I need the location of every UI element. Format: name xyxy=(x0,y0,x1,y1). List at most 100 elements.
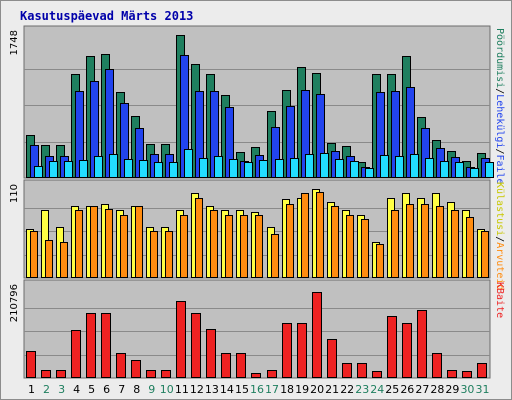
y-max-label: 1748 xyxy=(9,30,20,55)
bar-Arvuteid-day-13 xyxy=(210,210,218,278)
bar-KBaite-day-6 xyxy=(101,313,111,378)
x-tick-label: 25 xyxy=(385,383,399,396)
bar-Arvuteid-day-29 xyxy=(451,210,459,278)
x-tick-label: 1 xyxy=(28,383,35,396)
x-tick-label: 12 xyxy=(190,383,204,396)
x-tick-label: 30 xyxy=(460,383,474,396)
bar-Faile-day-11 xyxy=(184,149,193,178)
bar-KBaite-day-22 xyxy=(342,363,352,378)
x-tick-label: 5 xyxy=(88,383,95,396)
legend-separator: / xyxy=(494,148,505,154)
bar-Arvuteid-day-7 xyxy=(120,215,128,278)
bars xyxy=(26,35,494,178)
bar-Arvuteid-day-5 xyxy=(90,206,98,278)
x-tick-label: 20 xyxy=(310,383,324,396)
legend-label: Pöördumisi xyxy=(494,28,505,88)
legend-label: Lehekülgi xyxy=(494,94,505,148)
bar-Faile-day-4 xyxy=(79,160,88,178)
bar-Arvuteid-day-16 xyxy=(255,215,263,278)
x-tick-label: 23 xyxy=(355,383,369,396)
legend-separator: / xyxy=(494,88,505,94)
bar-KBaite-day-25 xyxy=(387,316,397,378)
bar-Arvuteid-day-11 xyxy=(180,215,188,278)
bar-Arvuteid-day-18 xyxy=(286,204,294,278)
bar-Arvuteid-day-22 xyxy=(346,215,354,278)
x-tick-label: 31 xyxy=(475,383,489,396)
bar-Faile-day-1 xyxy=(34,166,43,178)
x-tick-label: 27 xyxy=(415,383,429,396)
legend-label: KBaite xyxy=(494,282,505,318)
x-tick-label: 4 xyxy=(73,383,80,396)
bar-Faile-day-12 xyxy=(199,158,208,178)
bar-Faile-day-17 xyxy=(275,159,284,178)
y-max-label: 110 xyxy=(9,184,20,203)
series-Arvuteid xyxy=(30,192,489,278)
bar-Arvuteid-day-17 xyxy=(271,234,279,278)
right-legend-requests: Pöördumisi/Lehekülgi/Faile xyxy=(494,28,505,185)
bar-Faile-day-16 xyxy=(259,160,268,178)
bar-Arvuteid-day-19 xyxy=(301,193,309,278)
bar-Faile-day-31 xyxy=(485,162,494,178)
bar-KBaite-day-16 xyxy=(251,373,261,378)
x-tick-label: 19 xyxy=(295,383,309,396)
bar-Arvuteid-day-6 xyxy=(105,209,113,278)
bar-Faile-day-18 xyxy=(290,158,299,178)
x-tick-label: 10 xyxy=(160,383,174,396)
bar-KBaite-day-14 xyxy=(221,353,231,378)
legend-separator: / xyxy=(494,236,505,242)
series-Faile xyxy=(34,149,494,178)
bar-Arvuteid-day-28 xyxy=(436,206,444,278)
bar-Faile-day-23 xyxy=(365,168,374,178)
x-tick-label: 28 xyxy=(430,383,444,396)
x-tick-label: 15 xyxy=(235,383,249,396)
right-legend-sites: Külastusi/Arvuteid xyxy=(494,182,505,290)
bar-KBaite-day-30 xyxy=(462,371,472,378)
bar-Arvuteid-day-27 xyxy=(421,204,429,278)
bar-KBaite-day-31 xyxy=(477,363,487,378)
bar-KBaite-day-27 xyxy=(417,310,427,378)
bar-Faile-day-21 xyxy=(335,159,344,178)
bar-Arvuteid-day-25 xyxy=(391,210,399,278)
bar-KBaite-day-19 xyxy=(297,323,307,378)
bar-KBaite-day-28 xyxy=(432,353,442,378)
bar-KBaite-day-26 xyxy=(402,323,412,378)
x-tick-label: 24 xyxy=(370,383,384,396)
right-legend-kbytes: KBaite xyxy=(494,282,505,318)
x-tick-label: 7 xyxy=(118,383,125,396)
series-KBaite xyxy=(26,292,487,378)
x-tick-label: 16 xyxy=(250,383,264,396)
bar-Faile-day-15 xyxy=(244,162,253,178)
bar-KBaite-day-17 xyxy=(267,370,277,378)
bar-KBaite-day-21 xyxy=(327,339,337,378)
bar-KBaite-day-15 xyxy=(236,353,246,378)
bar-KBaite-day-12 xyxy=(191,313,201,378)
x-tick-label: 14 xyxy=(220,383,234,396)
panel-kbytes: 210796 KBaite xyxy=(9,279,505,379)
bar-KBaite-day-20 xyxy=(312,292,322,378)
bar-Faile-day-20 xyxy=(320,153,329,178)
x-tick-label: 8 xyxy=(133,383,140,396)
bar-Arvuteid-day-14 xyxy=(225,215,233,278)
bar-Faile-day-7 xyxy=(124,159,133,178)
bar-Faile-day-2 xyxy=(49,161,58,178)
bar-Faile-day-10 xyxy=(169,162,178,178)
bar-Faile-day-22 xyxy=(350,161,359,178)
bar-Faile-day-29 xyxy=(455,162,464,178)
bar-KBaite-day-8 xyxy=(131,360,141,378)
panel-sites: 110 Külastusi/Arvuteid xyxy=(9,179,505,290)
bar-Arvuteid-day-15 xyxy=(240,215,248,278)
bar-Faile-day-13 xyxy=(214,156,223,178)
x-tick-label: 2 xyxy=(43,383,50,396)
x-axis-labels: 1 2 3 4 5 6 7 8 9 10 11 12 13 14 15 16 17 18 19 20 21 22 23 24 2… xyxy=(28,383,489,396)
bar-Faile-day-8 xyxy=(139,160,148,178)
bar-Faile-day-28 xyxy=(440,161,449,178)
bar-KBaite-day-13 xyxy=(206,329,216,378)
bar-KBaite-day-23 xyxy=(357,363,367,378)
x-tick-label: 13 xyxy=(205,383,219,396)
bar-KBaite-day-29 xyxy=(447,370,457,378)
bar-Faile-day-27 xyxy=(425,158,434,178)
bar-Faile-day-19 xyxy=(305,154,314,178)
bar-Arvuteid-day-10 xyxy=(165,231,173,278)
chart-panels: 1748 Pöördumisi/Lehekülgi/Faile 110 Külastu… xyxy=(9,25,505,379)
